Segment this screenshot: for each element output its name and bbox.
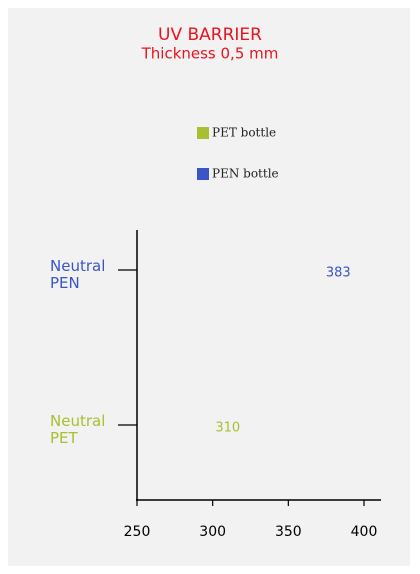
- value-label: 310: [215, 421, 240, 436]
- legend-swatch: [197, 127, 209, 139]
- legend-swatch: [197, 168, 209, 180]
- panel: [8, 8, 410, 566]
- y-tick-label: Neutral PEN: [50, 257, 106, 292]
- legend-label: PET bottle: [212, 126, 276, 140]
- chart-subtitle: Thickness 0,5 mm: [141, 45, 279, 63]
- value-label: 383: [326, 266, 351, 281]
- chart-title: UV BARRIER: [158, 25, 262, 45]
- x-tick-label: 250: [124, 524, 151, 540]
- x-tick-label: 400: [351, 524, 378, 540]
- x-tick-label: 300: [199, 524, 226, 540]
- legend-label: PEN bottle: [212, 167, 279, 181]
- x-tick-label: 350: [275, 524, 302, 540]
- y-tick-label: Neutral PET: [50, 412, 106, 447]
